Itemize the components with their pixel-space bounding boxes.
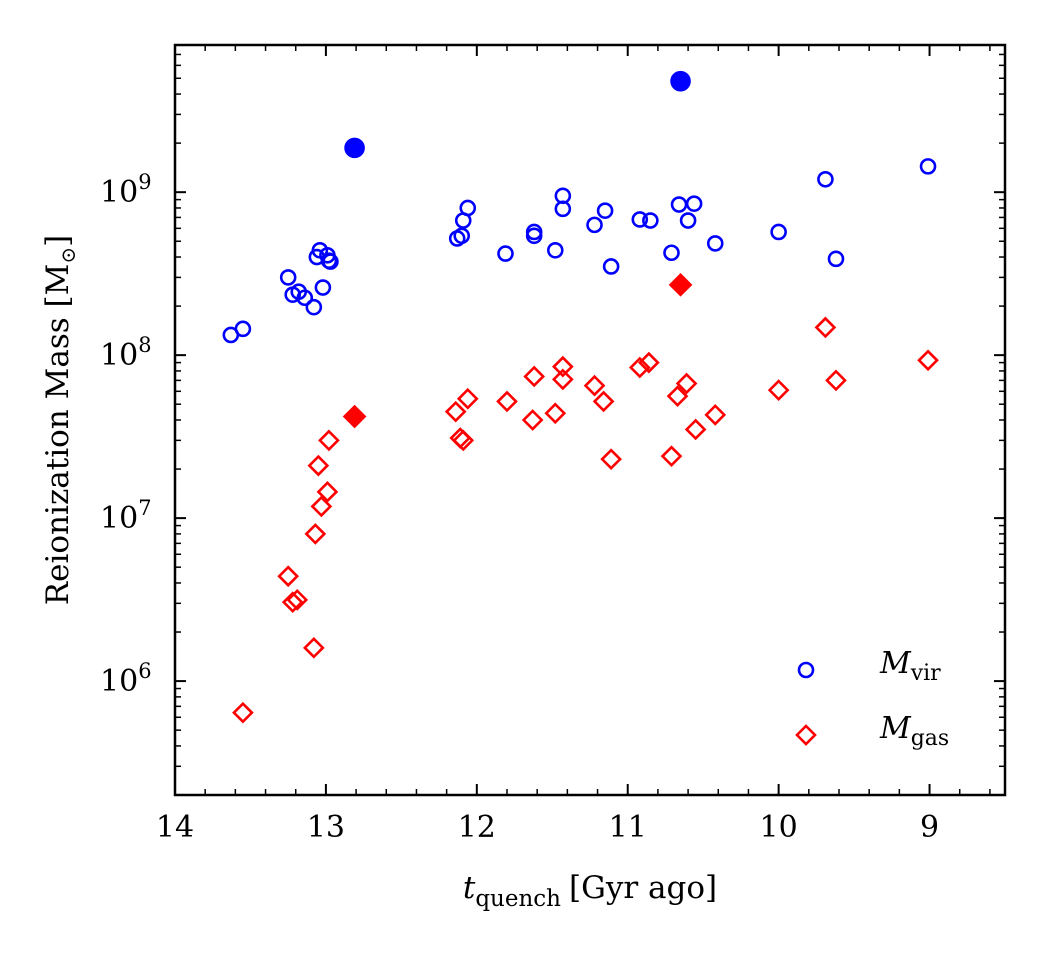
mgas-point: [917, 349, 939, 372]
mgas-point: [583, 374, 606, 397]
mgas-point: [666, 385, 689, 408]
mvir-point: [685, 195, 703, 212]
mgas-point: [825, 369, 847, 392]
mgas-point: [232, 701, 254, 724]
mvir-point: [453, 227, 471, 245]
y-axis-label-close: ]: [40, 235, 76, 247]
x-tick-label: 9: [920, 810, 939, 845]
y-tick-label: 107: [100, 496, 152, 536]
mgas-point: [307, 454, 330, 477]
y-tick-label: 109: [100, 170, 152, 210]
legend-label-mgas: Mgas: [879, 711, 949, 751]
mgas-point: [592, 390, 615, 413]
mgas-point: [521, 409, 544, 431]
mgas-point: [452, 429, 475, 452]
mgas-point: [767, 379, 790, 401]
mgas-point: [544, 402, 567, 425]
mgas-point: [310, 495, 333, 518]
y-axis-title: Reionization Mass [M⊙]: [40, 235, 80, 605]
x-tick-label: 11: [609, 810, 647, 845]
mgas-point: [638, 351, 660, 374]
mgas-point: [496, 390, 518, 413]
mvir-point: [234, 320, 252, 338]
legend-marker-mvir: [797, 661, 815, 679]
x-axis-subscript: quench: [475, 886, 561, 912]
y-tick-label: 106: [100, 659, 152, 699]
mgas-point: [318, 429, 340, 452]
mvir-point: [642, 212, 659, 229]
mvir-point: [554, 200, 572, 218]
y-tick-label: 108: [100, 333, 152, 373]
mvir-point: [706, 235, 724, 252]
mvir-point: [305, 298, 323, 316]
mvir-point: [919, 158, 937, 175]
x-axis-title: tquench [Gyr ago]: [463, 870, 717, 912]
plot-frame: [173, 43, 1007, 797]
legend-entry-mvir: Mvir: [797, 646, 941, 686]
mgas-point: [281, 591, 304, 614]
mgas-point: [444, 400, 467, 423]
y-tick-labels: 106 107 108 109: [100, 170, 152, 699]
mvir-point: [586, 216, 603, 234]
data-markers: [222, 70, 939, 724]
mvir-point-filled: [344, 137, 365, 159]
mvir-point: [770, 223, 787, 241]
x-tick-label: 13: [307, 810, 345, 845]
legend-entry-mgas: Mgas: [795, 711, 949, 751]
x-tick-label: 10: [760, 810, 798, 845]
x-axis-symbol: t: [463, 870, 476, 906]
mgas-point: [551, 368, 574, 391]
mvir-point: [663, 244, 680, 262]
mvir-point: [322, 253, 339, 270]
mgas-point: [684, 418, 707, 441]
mvir-point: [546, 241, 564, 259]
mgas-point-filled: [668, 273, 693, 297]
mvir-point: [459, 199, 477, 217]
mvir-point: [596, 202, 614, 219]
mgas-point: [551, 355, 574, 378]
mvir-point: [525, 223, 543, 241]
mgas-point: [660, 445, 683, 467]
mvir-point: [827, 250, 845, 268]
mgas-point: [675, 372, 698, 395]
x-tick-label: 14: [156, 810, 194, 845]
mgas-point: [600, 448, 622, 471]
mgas-point: [523, 365, 546, 388]
mvir-point: [670, 196, 688, 213]
mvir-point: [817, 170, 834, 188]
x-tick-label: 12: [458, 810, 496, 845]
x-tick-labels: 14 13 12 11 10 9: [156, 810, 939, 845]
mgas-point-filled: [342, 404, 367, 429]
mgas-point: [814, 316, 837, 339]
x-axis-unit: [Gyr ago]: [569, 870, 717, 906]
mvir-point: [296, 289, 314, 307]
major-ticks: [174, 45, 1005, 795]
mgas-point: [277, 565, 300, 588]
mvir-point: [279, 269, 297, 286]
mvir-point: [497, 245, 514, 262]
mgas-point: [286, 589, 309, 611]
mvir-point: [602, 258, 620, 275]
mgas-point: [456, 387, 479, 410]
mvir-point: [631, 211, 649, 228]
minor-ticks: [175, 44, 1005, 796]
legend-label-mvir: Mvir: [879, 646, 941, 686]
y-axis-sun-symbol: ⊙: [56, 247, 80, 264]
mvir-point-filled: [670, 70, 691, 92]
legend: Mvir Mgas: [795, 646, 949, 751]
y-axis-label-text: Reionization Mass [M: [40, 264, 76, 606]
mgas-point: [316, 480, 339, 503]
legend-marker-mgas: [795, 724, 817, 746]
mvir-point: [679, 212, 697, 229]
mgas-point: [628, 356, 651, 379]
mgas-point: [302, 636, 325, 659]
mvir-point: [314, 279, 332, 296]
mgas-point: [304, 523, 327, 545]
mgas-point: [704, 404, 727, 426]
